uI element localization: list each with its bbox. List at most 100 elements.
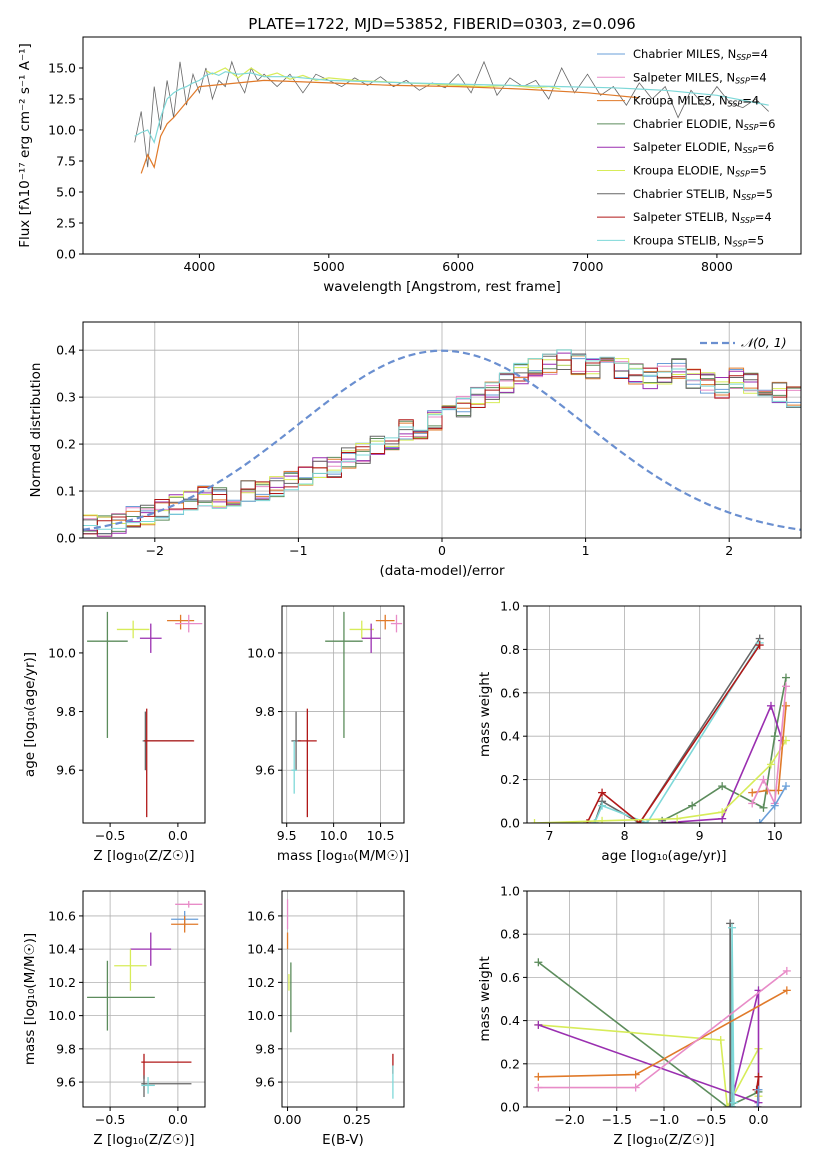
y-tick-label: 9.8 <box>255 704 275 719</box>
y-tick-label: 10.4 <box>48 942 76 957</box>
y-tick-label: 9.6 <box>255 763 275 778</box>
legend-label-main: Kroupa MILES, N <box>633 94 728 108</box>
normal-curve <box>83 349 801 531</box>
y-tick-label: 15.0 <box>48 61 76 76</box>
weight-line <box>538 990 760 1107</box>
weight-line <box>534 740 787 823</box>
y-tick-label: 5.0 <box>56 185 76 200</box>
panels: 4000 5000 6000 7000 80000.02.55.07.510.012.5… <box>17 36 802 1148</box>
mass-vs-ebv-panel: 0.00 0.25 9.6 9.8 10.0 10.2 10.4 10.6 E(B-V) <box>247 890 405 1148</box>
legend-label-main: Chabrier MILES, N <box>633 47 736 61</box>
x-tick-label: 9.5 <box>277 828 297 843</box>
weight-vs-age-panel: 7 8 9 10 0.0 0.2 0.4 0.6 0.8 1.0 age [log₁₀(age/yr… <box>477 599 802 864</box>
y-tick-label: 0.4 <box>56 343 76 358</box>
x-tick-label: 2 <box>725 543 733 558</box>
y-tick-label: 0.3 <box>56 390 76 405</box>
histogram-step <box>83 360 801 538</box>
y-tick-label: 0.0 <box>500 1100 520 1115</box>
y-tick-label: 0.8 <box>500 927 520 942</box>
y-tick-label: 10.0 <box>48 645 76 660</box>
y-axis-label: age [log₁₀(age/yr)] <box>22 652 38 777</box>
y-tick-label: 9.6 <box>255 1075 275 1090</box>
legend-label-tail: =4 <box>750 70 767 84</box>
scatter-plot-area <box>286 899 394 1099</box>
legend-label-tail: =5 <box>750 164 767 178</box>
legend-label: Chabrier ELODIE, NSSP=6 <box>633 117 775 132</box>
weight-line <box>752 705 787 794</box>
y-tick-label: 1.0 <box>500 599 520 614</box>
legend-label-sub: SSP <box>744 123 759 132</box>
scatter-plot-area <box>291 611 403 818</box>
y-tick-label: 9.8 <box>56 704 76 719</box>
legend-label-tail: =6 <box>757 140 774 154</box>
x-tick-label: −0.5 <box>696 1112 726 1127</box>
weight-line <box>593 642 761 823</box>
x-tick-label: 7000 <box>572 259 604 274</box>
histogram-step <box>83 355 801 538</box>
y-tick-label: 9.8 <box>255 1041 275 1056</box>
axes-frame <box>526 605 802 824</box>
legend-label: Chabrier MILES, NSSP=4 <box>633 47 768 62</box>
legend-label-tail: =5 <box>756 187 773 201</box>
y-tick-label: 0.6 <box>500 685 520 700</box>
figure-title: PLATE=1722, MJD=53852, FIBERID=0303, z=0… <box>248 15 635 33</box>
legend-label-sub: SSP <box>743 146 758 155</box>
y-tick-label: 10.4 <box>247 942 275 957</box>
x-tick-label: 0.0 <box>749 1112 769 1127</box>
legend-label-sub: SSP <box>733 239 748 248</box>
x-tick-label: 4000 <box>184 259 216 274</box>
legend-label: Kroupa MILES, NSSP=4 <box>633 94 759 109</box>
x-tick-label: 0.25 <box>343 1112 371 1127</box>
weight-line <box>662 703 783 823</box>
weight-vs-Z-panel: −2.0 −1.5 −1.0 −0.5 0.0 0.0 0.2 0.4 0.6 0.8 1.0 Z [… <box>477 884 802 1148</box>
y-axis-label: Normed distribution <box>28 363 44 498</box>
x-tick-label: 6000 <box>442 259 474 274</box>
legend-label-main: Kroupa STELIB, N <box>633 233 733 247</box>
legend-label: Kroupa STELIB, NSSP=5 <box>633 233 764 248</box>
legend-label-main: Salpeter MILES, N <box>633 70 735 84</box>
y-axis-label: mass weight <box>477 672 493 757</box>
y-tick-label: 10.6 <box>247 908 275 923</box>
x-tick-label: 7 <box>546 828 554 843</box>
y-axis-label: mass weight <box>477 956 493 1041</box>
x-tick-label: 0.00 <box>274 1112 302 1127</box>
x-axis-label: age [log₁₀(age/yr)] <box>601 848 726 864</box>
y-tick-label: 7.5 <box>56 154 76 169</box>
y-tick-label: 0.4 <box>500 1013 520 1028</box>
weight-line <box>537 961 759 1107</box>
x-tick-label: −0.5 <box>95 828 125 843</box>
weight-line <box>586 644 761 823</box>
legend-label-main: Kroupa ELODIE, N <box>633 164 735 178</box>
spectrum-panel: 4000 5000 6000 7000 8000 0.0 2.5 5.0 7.5 10.0 12.5… <box>17 36 802 295</box>
histogram-panel: −2 −1 0 1 2 0.0 0.1 0.2 0.3 0.4 (data-model)/error… <box>28 321 802 579</box>
x-tick-label: −2.0 <box>554 1112 584 1127</box>
legend-label-sub: SSP <box>741 193 756 202</box>
weight-plot-area <box>534 919 791 1107</box>
histogram-step <box>83 358 801 538</box>
x-tick-label: −1.5 <box>602 1112 632 1127</box>
histogram-step <box>83 349 801 538</box>
y-tick-label: 10.2 <box>48 975 76 990</box>
weight-line <box>751 686 787 807</box>
weight-line <box>661 677 787 822</box>
y-axis-label: mass [log₁₀(M/M☉)] <box>22 933 38 1065</box>
legend-label-sub: SSP <box>735 170 750 179</box>
y-tick-label: 9.6 <box>56 1075 76 1090</box>
legend-label-sub: SSP <box>735 76 750 85</box>
age-vs-Z-panel: −0.5 0.0 9.6 9.8 10.0 Z [log₁₀(Z/Z☉)] age [log… <box>22 605 206 864</box>
legend-label-main: Salpeter STELIB, N <box>633 210 740 224</box>
legend-label: Salpeter ELODIE, NSSP=6 <box>633 140 774 155</box>
legend-label-main: Salpeter ELODIE, N <box>633 140 743 154</box>
axes-frame <box>281 605 405 824</box>
y-tick-label: 0.4 <box>500 729 520 744</box>
x-tick-label: 8000 <box>701 259 733 274</box>
scatter-plot-area <box>87 611 203 818</box>
weight-plot-area <box>530 634 790 823</box>
x-axis-label: Z [log₁₀(Z/Z☉)] <box>613 1132 714 1148</box>
legend-label-sub: SSP <box>728 100 743 109</box>
x-tick-label: 0 <box>438 543 446 558</box>
spectrum-line <box>205 67 561 90</box>
x-axis-label: (data-model)/error <box>379 563 505 579</box>
legend-label-sub: SSP <box>736 53 751 62</box>
